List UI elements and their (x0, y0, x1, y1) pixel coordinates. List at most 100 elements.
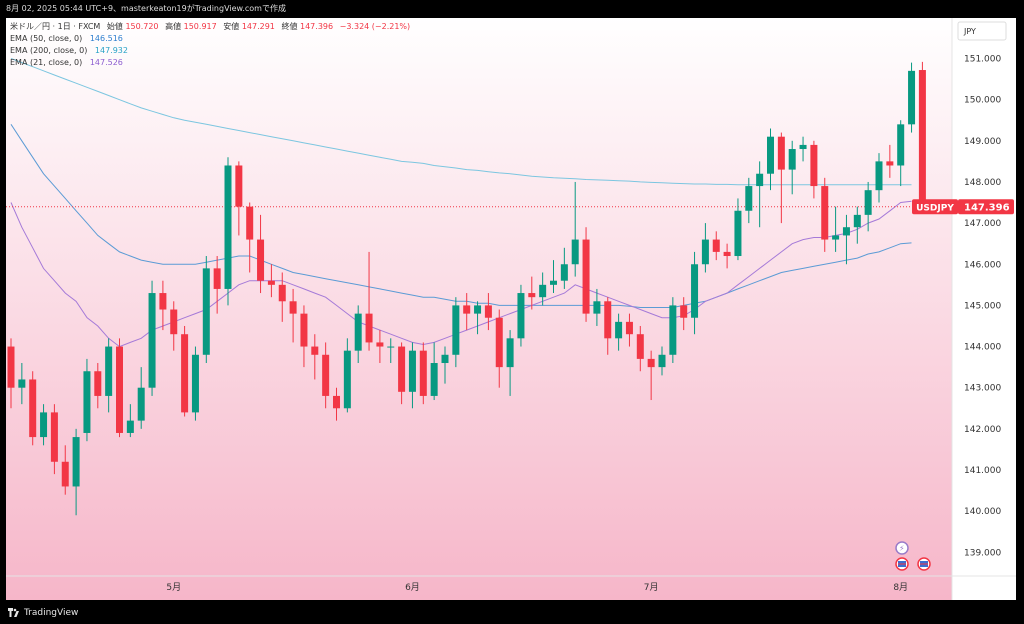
candle (582, 227, 590, 322)
price-tick-label: 141.000 (964, 466, 1001, 476)
event-icons[interactable]: ⚡ (895, 541, 931, 571)
candle (875, 153, 883, 203)
candle-body (354, 313, 362, 351)
candle (72, 428, 80, 516)
candle (842, 214, 850, 265)
candle (202, 256, 210, 364)
candle (137, 367, 145, 429)
candle (908, 62, 916, 133)
candle-body (593, 301, 601, 314)
candle (734, 198, 742, 261)
candle-body (918, 70, 926, 207)
candle-body (864, 190, 872, 215)
candle-body (658, 354, 666, 368)
price-tick-label: 150.000 (964, 96, 1001, 106)
candle (691, 251, 699, 335)
legend-high-label: 高値 (165, 21, 181, 31)
candle (213, 256, 221, 314)
time-tick-label: 8月 (893, 582, 908, 593)
legend-ema50[interactable]: EMA (50, close, 0) 146.516 (10, 34, 123, 43)
candle (257, 214, 265, 294)
candle-body (571, 239, 579, 265)
price-chart[interactable]: 151.000 150.000 149.000 148.000 147.000 146.0… (6, 18, 1016, 600)
candle-body (604, 301, 612, 339)
candle (463, 293, 471, 331)
legend-ema200[interactable]: EMA (200, close, 0) 147.932 (10, 46, 128, 55)
price-tick-label: 147.000 (964, 219, 1001, 229)
candle-body (300, 313, 308, 347)
candle-body (550, 280, 557, 285)
ema21-line (10, 200, 912, 348)
capture-timestamp: 8月 02, 2025 05:44 UTC+9、masterkeaton19がT… (6, 4, 286, 13)
candle-body (506, 338, 514, 368)
candle-body (615, 321, 623, 339)
candle (354, 305, 362, 364)
tradingview-logo-icon[interactable] (8, 608, 20, 618)
candle (571, 181, 579, 277)
price-tick-label: 140.000 (964, 507, 1001, 517)
candle-body (756, 173, 764, 187)
candle-body (767, 136, 774, 174)
candle-body (853, 214, 861, 228)
candle (474, 301, 482, 335)
candle-body (278, 284, 286, 302)
price-tick-label: 146.000 (964, 260, 1001, 270)
candle (387, 338, 395, 364)
candle-body (886, 161, 894, 166)
legend-ema21[interactable]: EMA (21, close, 0) 147.526 (10, 58, 123, 67)
candle-body (267, 280, 275, 285)
candle (615, 313, 623, 351)
candle-body (582, 239, 590, 314)
legend-low: 147.291 (242, 22, 275, 31)
candle (560, 247, 568, 289)
candle (452, 297, 460, 368)
candle (517, 284, 525, 347)
candle-body (419, 350, 427, 396)
time-tick-label: 5月 (166, 582, 181, 593)
candle (419, 342, 427, 405)
legend-open: 150.720 (125, 22, 158, 31)
lightning-event-icon[interactable] (895, 541, 909, 555)
legend-high: 150.917 (184, 22, 217, 31)
candle-body (539, 284, 547, 298)
candle (647, 350, 655, 401)
candle (625, 313, 633, 347)
candle-body (517, 293, 525, 339)
candle (50, 404, 58, 475)
currency-box[interactable] (957, 21, 1007, 41)
tradingview-brand[interactable]: TradingView (24, 608, 79, 618)
candle (224, 157, 232, 306)
candle-body (105, 346, 113, 396)
candle-body (213, 268, 221, 289)
candle-body (289, 301, 297, 314)
candle (777, 132, 785, 224)
candle-body (528, 293, 536, 298)
candle-body (712, 239, 720, 252)
candle-body (246, 206, 254, 240)
candle (441, 346, 449, 384)
candle (528, 276, 536, 310)
candle (83, 358, 91, 442)
legend-change: −3.324 (−2.21%) (340, 22, 411, 31)
candle-body (875, 161, 883, 191)
candle-body (897, 124, 905, 166)
price-axis-area[interactable] (952, 18, 1016, 600)
candle-body (842, 227, 850, 236)
legend-close-label: 終値 (281, 21, 297, 31)
price-tick-label: 144.000 (964, 343, 1001, 353)
candle (810, 140, 818, 199)
candle-body (159, 293, 167, 310)
candle (799, 136, 807, 162)
candle-body (170, 309, 178, 335)
candle (289, 288, 297, 343)
candle (159, 280, 167, 331)
candle (636, 325, 644, 372)
candle (181, 325, 189, 417)
candle (40, 404, 48, 446)
candle (365, 251, 373, 351)
legend-open-label: 始値 (107, 21, 123, 31)
symbol-tag-text: USDJPY (916, 203, 954, 213)
candle (484, 293, 492, 331)
candle-body (126, 420, 134, 433)
candle-body (18, 379, 26, 388)
